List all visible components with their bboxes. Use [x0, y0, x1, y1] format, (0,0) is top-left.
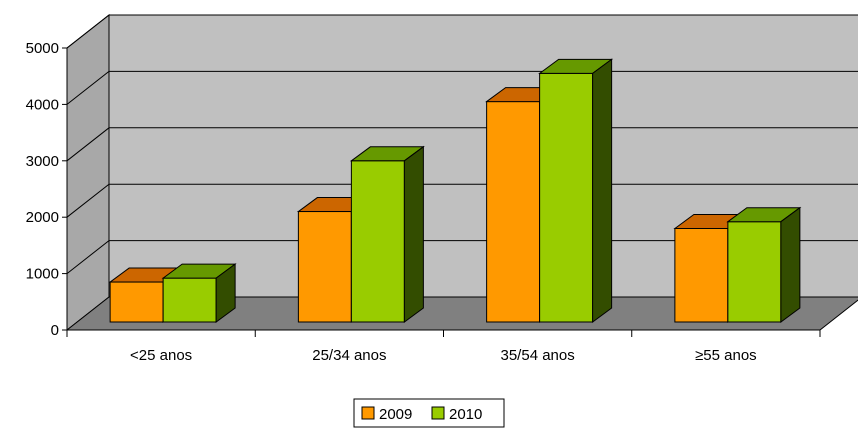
- y-tick-label: 2000: [26, 209, 59, 226]
- bar-side: [403, 145, 424, 323]
- x-tick-label: ≥55 anos: [695, 347, 757, 364]
- y-tick-label: 5000: [26, 40, 59, 57]
- bar-front: [674, 227, 729, 323]
- bar: [726, 206, 802, 323]
- x-tick-label: <25 anos: [130, 347, 192, 364]
- legend-label: 2009: [379, 406, 412, 423]
- y-tick-label: 3000: [26, 153, 59, 170]
- x-tick-label: 35/54 anos: [501, 347, 575, 364]
- bar-front: [162, 277, 217, 323]
- y-tick-label: 1000: [26, 266, 59, 283]
- legend-label: 2010: [449, 406, 482, 423]
- legend: 2009 2010: [353, 398, 505, 428]
- bar-front: [109, 281, 164, 323]
- axis-labels: 0 1000 2000 3000 4000 5000 <25 anos 25/34 anos 3…: [26, 40, 757, 364]
- bar: [538, 58, 614, 323]
- legend-box: [353, 398, 505, 428]
- x-tick-label: 25/34 anos: [312, 347, 386, 364]
- bar-side: [592, 58, 613, 323]
- bar-front: [350, 160, 405, 323]
- bar-front: [486, 101, 541, 323]
- y-tick-label: 0: [51, 322, 59, 339]
- gridline: [66, 14, 858, 49]
- bar-side: [780, 206, 801, 323]
- bar-front: [297, 211, 352, 323]
- axes: [62, 47, 821, 337]
- bar-front: [539, 72, 594, 323]
- legend-swatch: [431, 406, 445, 420]
- side-wall: [66, 13, 110, 332]
- y-tick-label: 4000: [26, 96, 59, 113]
- bar: [349, 145, 425, 323]
- bar: [161, 263, 237, 323]
- chart-walls: [65, 13, 858, 332]
- bars: [108, 58, 802, 323]
- legend-swatch: [361, 406, 375, 420]
- bar-front: [727, 221, 782, 323]
- bar-side: [215, 263, 236, 323]
